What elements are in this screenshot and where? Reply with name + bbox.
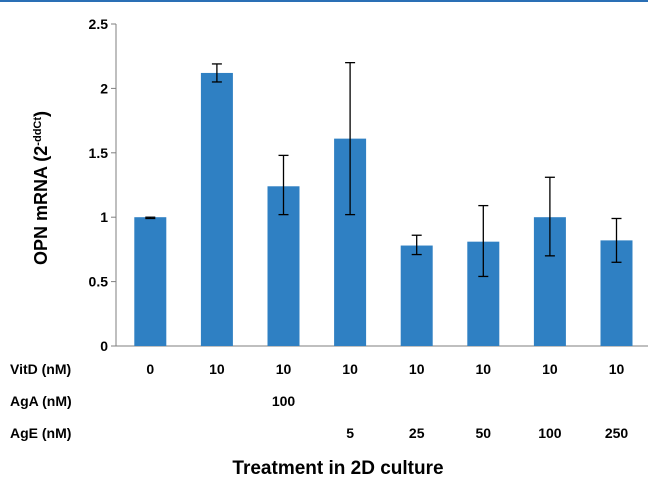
treatment-value: 50 [476, 425, 492, 441]
treatment-row-label: AgA (nM) [10, 393, 72, 409]
y-tick-label: 0.5 [89, 274, 109, 290]
treatment-value: 5 [346, 425, 354, 441]
treatment-table: VitD (nM) 0 10 10 10 10 10 10 10 AgA (nM) 100 AgE (… [10, 361, 628, 441]
y-tick-label: 2.5 [89, 16, 109, 32]
error-bar [478, 204, 489, 278]
y-tick-label: 1 [100, 209, 108, 225]
treatment-value: 10 [276, 361, 292, 377]
y-axis-label-close: ) [31, 111, 51, 117]
treatment-value: 10 [542, 361, 558, 377]
error-bar [345, 61, 356, 216]
error-bar [211, 63, 222, 83]
error-bar [411, 234, 422, 256]
bar [134, 217, 167, 346]
treatment-row-label: AgE (nM) [10, 425, 71, 441]
treatment-value: 10 [476, 361, 492, 377]
treatment-value: 10 [409, 361, 425, 377]
y-axis-label: OPN mRNA (2-ddCt) [31, 111, 51, 265]
y-tick-label: 2 [100, 80, 108, 96]
error-bars [145, 61, 622, 278]
treatment-value: 10 [342, 361, 358, 377]
error-bar [611, 217, 622, 263]
treatment-row-label: VitD (nM) [10, 361, 71, 377]
treatment-value: 250 [605, 425, 629, 441]
error-bar [145, 216, 156, 220]
treatment-value: 100 [538, 425, 562, 441]
y-axis-label-superscript: -ddCt [32, 117, 44, 146]
treatment-value: 0 [146, 361, 154, 377]
treatment-value: 25 [409, 425, 425, 441]
bar [400, 245, 433, 346]
error-bar [544, 176, 555, 257]
x-axis-label: Treatment in 2D culture [232, 458, 443, 479]
y-axis-label-main: OPN mRNA (2 [31, 146, 51, 265]
y-tick-label: 1.5 [89, 145, 109, 161]
treatment-value: 100 [272, 393, 296, 409]
top-rule [0, 0, 648, 2]
treatment-value: 10 [209, 361, 225, 377]
error-bar [278, 154, 289, 216]
bars [134, 72, 633, 346]
bar [200, 72, 233, 346]
y-tick-label: 0 [100, 338, 108, 354]
treatment-value: 10 [609, 361, 625, 377]
